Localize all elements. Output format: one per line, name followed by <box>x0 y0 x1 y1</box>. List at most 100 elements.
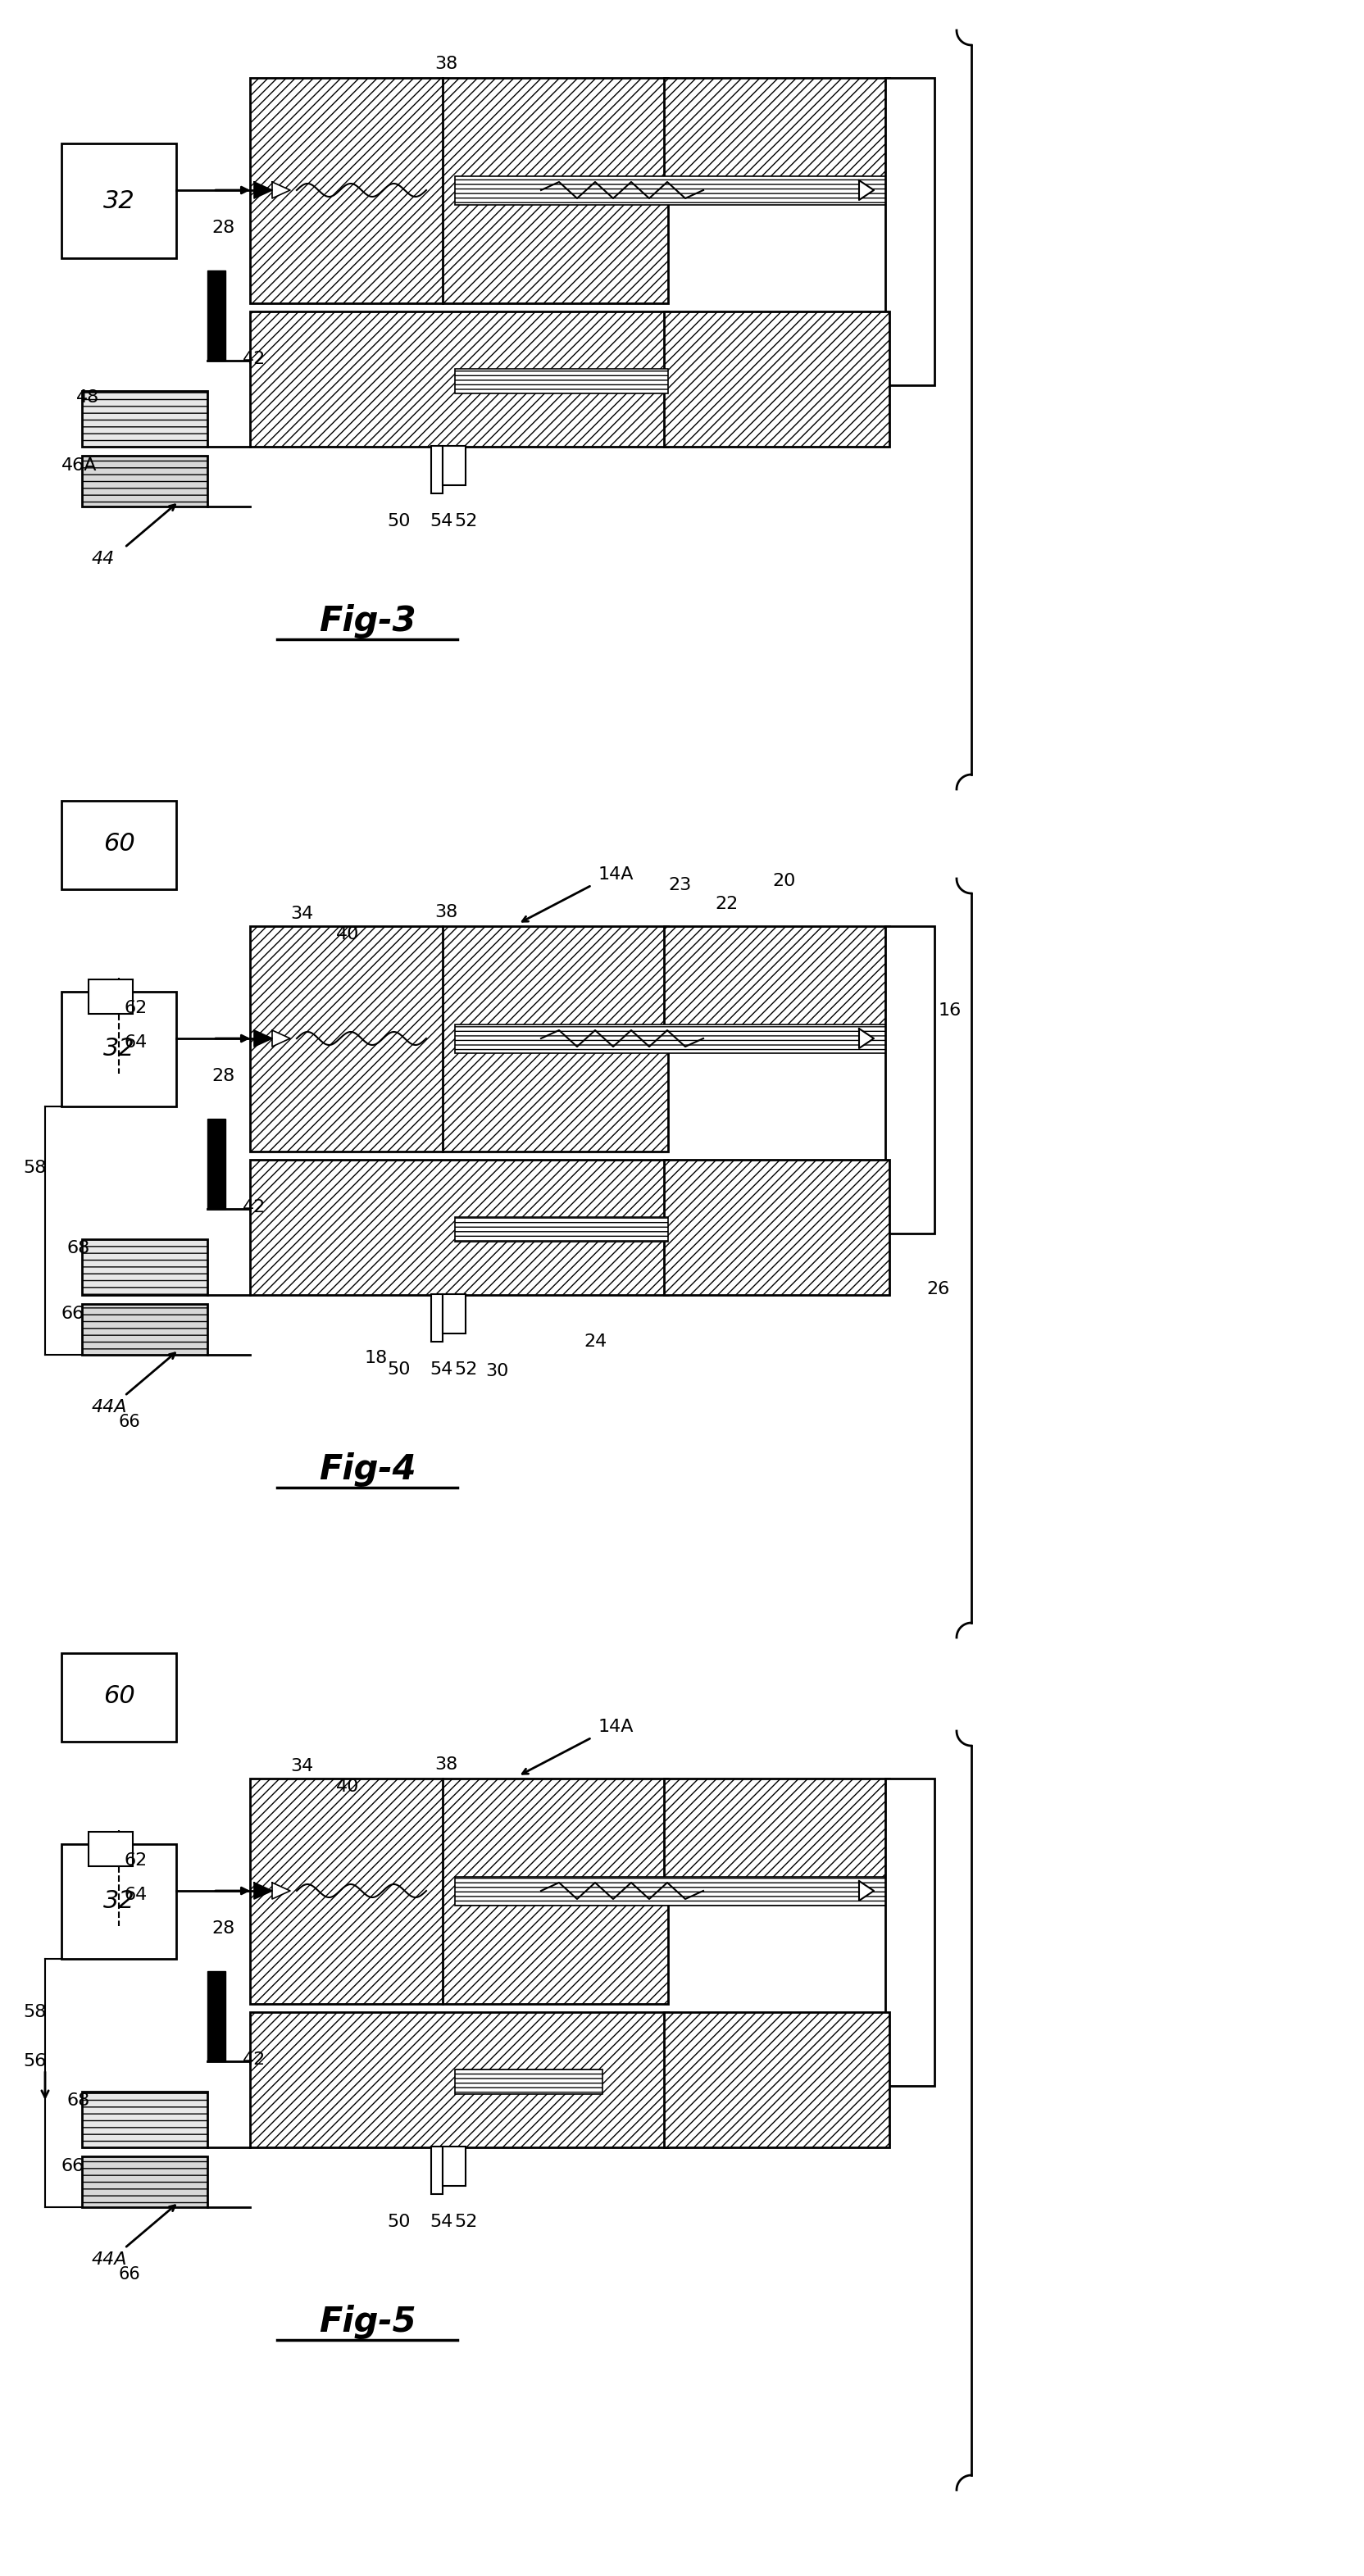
Polygon shape <box>271 183 291 198</box>
Bar <box>207 270 225 361</box>
Bar <box>663 1159 889 1296</box>
Text: 62: 62 <box>124 999 147 1018</box>
Bar <box>250 2012 667 2148</box>
Text: 30: 30 <box>486 1363 509 1378</box>
Text: 38: 38 <box>434 904 457 920</box>
Text: Fig-5: Fig-5 <box>318 2306 416 2339</box>
Bar <box>442 446 465 484</box>
Polygon shape <box>254 183 271 198</box>
Polygon shape <box>271 1883 291 1899</box>
Text: 56: 56 <box>23 2053 46 2069</box>
Text: 32: 32 <box>102 188 135 214</box>
Text: 32: 32 <box>102 1038 135 1061</box>
Polygon shape <box>858 180 873 201</box>
Bar <box>61 992 176 1108</box>
Text: 58: 58 <box>23 1159 46 1177</box>
Bar <box>82 1239 207 1296</box>
Text: 48: 48 <box>76 389 100 404</box>
Bar <box>454 1878 885 1906</box>
Text: Fig-4: Fig-4 <box>318 1453 416 1486</box>
Text: 68: 68 <box>67 2092 90 2110</box>
Text: 42: 42 <box>243 1198 266 1216</box>
Bar <box>454 368 667 394</box>
Text: Fig-3: Fig-3 <box>318 603 416 639</box>
Text: 54: 54 <box>430 2213 453 2231</box>
Bar <box>663 2012 889 2148</box>
Text: 64: 64 <box>124 1036 147 1051</box>
Bar <box>61 801 176 889</box>
Bar <box>250 77 667 304</box>
Bar <box>82 1303 207 1355</box>
Bar <box>61 1844 176 1958</box>
Polygon shape <box>858 1028 873 1048</box>
Bar <box>207 1118 225 1208</box>
Text: 38: 38 <box>434 57 457 72</box>
Text: 40: 40 <box>336 927 359 943</box>
Bar <box>663 77 889 196</box>
Bar <box>250 312 667 446</box>
Text: 66: 66 <box>119 1414 140 1430</box>
Text: 66: 66 <box>119 2267 140 2282</box>
Bar <box>250 1159 667 1296</box>
Bar <box>207 1971 225 2061</box>
Text: 66: 66 <box>61 1306 85 1321</box>
Polygon shape <box>858 1880 873 1901</box>
Bar <box>82 392 207 446</box>
Bar <box>61 144 176 258</box>
Text: 22: 22 <box>715 896 738 912</box>
Bar <box>89 979 132 1015</box>
Bar <box>89 1832 132 1865</box>
Text: 14A: 14A <box>597 866 634 884</box>
Bar <box>250 927 667 1151</box>
Bar <box>61 1654 176 1741</box>
Text: 18: 18 <box>364 1350 387 1365</box>
Text: 50: 50 <box>386 513 411 531</box>
Text: 64: 64 <box>124 1886 147 1904</box>
Text: 24: 24 <box>584 1334 607 1350</box>
Text: 68: 68 <box>67 1239 90 1257</box>
Polygon shape <box>254 1883 271 1899</box>
Text: 32: 32 <box>102 1891 135 1914</box>
Text: 66: 66 <box>61 2159 85 2174</box>
Bar <box>82 2092 207 2148</box>
Bar <box>454 1025 885 1054</box>
Text: 34: 34 <box>291 1757 314 1775</box>
Text: 52: 52 <box>454 513 477 531</box>
Text: 52: 52 <box>454 1360 477 1378</box>
Text: 42: 42 <box>243 2050 266 2069</box>
Text: 20: 20 <box>772 873 795 889</box>
Bar <box>442 1293 465 1334</box>
Text: 28: 28 <box>211 1069 235 1084</box>
Text: 28: 28 <box>211 219 235 237</box>
Text: 54: 54 <box>430 513 453 531</box>
Bar <box>885 1777 934 2087</box>
Text: 14A: 14A <box>597 1718 634 1736</box>
Bar <box>663 1777 889 1899</box>
Bar <box>431 1293 442 1342</box>
Text: 54: 54 <box>430 1360 453 1378</box>
Bar <box>431 2146 442 2195</box>
Bar <box>885 77 934 386</box>
Bar <box>663 927 889 1046</box>
Text: 42: 42 <box>243 350 266 368</box>
Bar <box>82 456 207 507</box>
Text: 44A: 44A <box>91 1399 127 1414</box>
Bar <box>82 2156 207 2208</box>
Bar <box>431 446 442 495</box>
Text: 38: 38 <box>434 1757 457 1772</box>
Text: 62: 62 <box>124 1852 147 1868</box>
Text: 58: 58 <box>23 2004 46 2020</box>
Text: 60: 60 <box>102 1685 135 1708</box>
Bar <box>454 175 885 206</box>
Bar <box>442 2146 465 2187</box>
Text: 50: 50 <box>386 1360 411 1378</box>
Text: 44: 44 <box>91 551 115 567</box>
Text: 16: 16 <box>938 1002 962 1018</box>
Text: 52: 52 <box>454 2213 477 2231</box>
Text: 34: 34 <box>291 907 314 922</box>
Polygon shape <box>271 1030 291 1046</box>
Bar <box>454 1216 667 1242</box>
Bar <box>663 312 889 446</box>
Text: 26: 26 <box>926 1280 949 1298</box>
Bar <box>454 2069 602 2094</box>
